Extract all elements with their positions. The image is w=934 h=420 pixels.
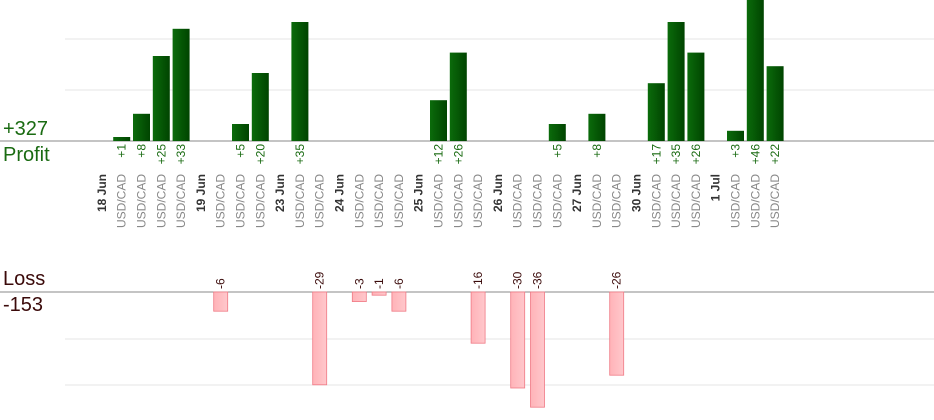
profit-value-label: +46 — [748, 144, 762, 165]
pair-label: USD/CAD — [649, 174, 663, 228]
pair-label: USD/CAD — [471, 174, 485, 228]
profit-value-label: +22 — [768, 144, 782, 165]
profit-bar — [133, 113, 150, 141]
pair-label: USD/CAD — [352, 174, 366, 228]
loss-bar — [530, 291, 545, 408]
loss-bar — [371, 291, 387, 296]
profit-label: Profit — [3, 144, 50, 166]
loss-value-label: -6 — [392, 278, 406, 289]
profit-bar — [667, 22, 685, 141]
profit-value-label: +1 — [115, 144, 129, 158]
profit-bar — [152, 56, 170, 141]
profit-value-label: +25 — [154, 144, 168, 165]
pair-label: USD/CAD — [392, 174, 406, 228]
profit-bar — [687, 52, 705, 141]
date-label: 1 Jul — [709, 174, 723, 201]
profit-bar — [766, 66, 784, 141]
pair-label: USD/CAD — [432, 174, 446, 228]
pair-label: USD/CAD — [154, 174, 168, 228]
loss-value-label: -36 — [531, 271, 545, 289]
profit-bar — [430, 100, 447, 141]
profit-value-label: +5 — [550, 144, 564, 158]
profit-bar — [727, 130, 744, 141]
pair-label: USD/CAD — [234, 174, 248, 228]
loss-value-label: -30 — [511, 271, 525, 289]
loss-bar — [351, 291, 367, 303]
loss-label: Loss — [3, 268, 46, 290]
pair-label: USD/CAD — [729, 174, 743, 228]
date-label: 25 Jun — [412, 174, 426, 212]
profit-bar — [548, 124, 566, 141]
loss-value-label: -3 — [352, 278, 366, 289]
loss-value-label: -1 — [372, 278, 386, 289]
loss-bar — [609, 291, 625, 376]
date-label: 23 Jun — [273, 174, 287, 212]
pair-label: USD/CAD — [313, 174, 327, 228]
profit-value-label: +33 — [174, 144, 188, 165]
pair-label: USD/CAD — [214, 174, 228, 228]
pair-label: USD/CAD — [135, 174, 149, 228]
pair-label: USD/CAD — [531, 174, 545, 228]
pair-label: USD/CAD — [451, 174, 465, 228]
loss-total: -153 — [3, 294, 44, 316]
profit-value-label: +3 — [729, 144, 743, 158]
profit-value-label: +17 — [649, 144, 663, 165]
pair-label: USD/CAD — [511, 174, 525, 228]
date-label: 27 Jun — [570, 174, 584, 212]
date-label: 19 Jun — [194, 174, 208, 212]
pair-label: USD/CAD — [689, 174, 703, 228]
pair-label: USD/CAD — [372, 174, 386, 228]
loss-bar — [470, 291, 486, 344]
profit-bar — [172, 28, 190, 141]
profit-bar — [449, 52, 467, 141]
pair-label: USD/CAD — [253, 174, 267, 228]
profit-value-label: +5 — [234, 144, 248, 158]
profit-value-label: +20 — [253, 144, 267, 165]
pair-label: USD/CAD — [748, 174, 762, 228]
profit-bar — [232, 124, 249, 141]
profit-bar — [746, 0, 764, 141]
profit-value-label: +8 — [135, 144, 149, 158]
loss-bar — [312, 291, 328, 386]
loss-bar — [510, 291, 526, 389]
date-label: 30 Jun — [630, 174, 644, 212]
profit-bar — [251, 73, 269, 141]
profit-value-label: +35 — [669, 144, 683, 165]
pair-label: USD/CAD — [590, 174, 604, 228]
pair-label: USD/CAD — [115, 174, 129, 228]
loss-value-label: -6 — [214, 278, 228, 289]
date-label: 26 Jun — [491, 174, 505, 212]
profit-total: +327 — [3, 118, 49, 140]
date-label: 24 Jun — [333, 174, 347, 212]
date-label: 18 Jun — [95, 174, 109, 212]
loss-value-label: -16 — [471, 271, 485, 289]
pair-label: USD/CAD — [174, 174, 188, 228]
profit-bar — [113, 137, 131, 141]
profit-value-label: +26 — [451, 144, 465, 165]
profit-value-label: +35 — [293, 144, 307, 165]
loss-value-label: -26 — [610, 271, 624, 289]
pair-label: USD/CAD — [610, 174, 624, 228]
loss-value-label: -29 — [313, 271, 327, 289]
profit-value-label: +8 — [590, 144, 604, 158]
profit-bar — [647, 83, 665, 141]
loss-bar — [391, 291, 407, 312]
profit-bar — [291, 22, 309, 141]
pair-label: USD/CAD — [768, 174, 782, 228]
pair-label: USD/CAD — [293, 174, 307, 228]
pair-label: USD/CAD — [669, 174, 683, 228]
pair-label: USD/CAD — [550, 174, 564, 228]
profit-value-label: +26 — [689, 144, 703, 165]
profit-value-label: +12 — [432, 144, 446, 165]
profit-bar — [588, 113, 606, 141]
loss-bar — [213, 291, 229, 312]
